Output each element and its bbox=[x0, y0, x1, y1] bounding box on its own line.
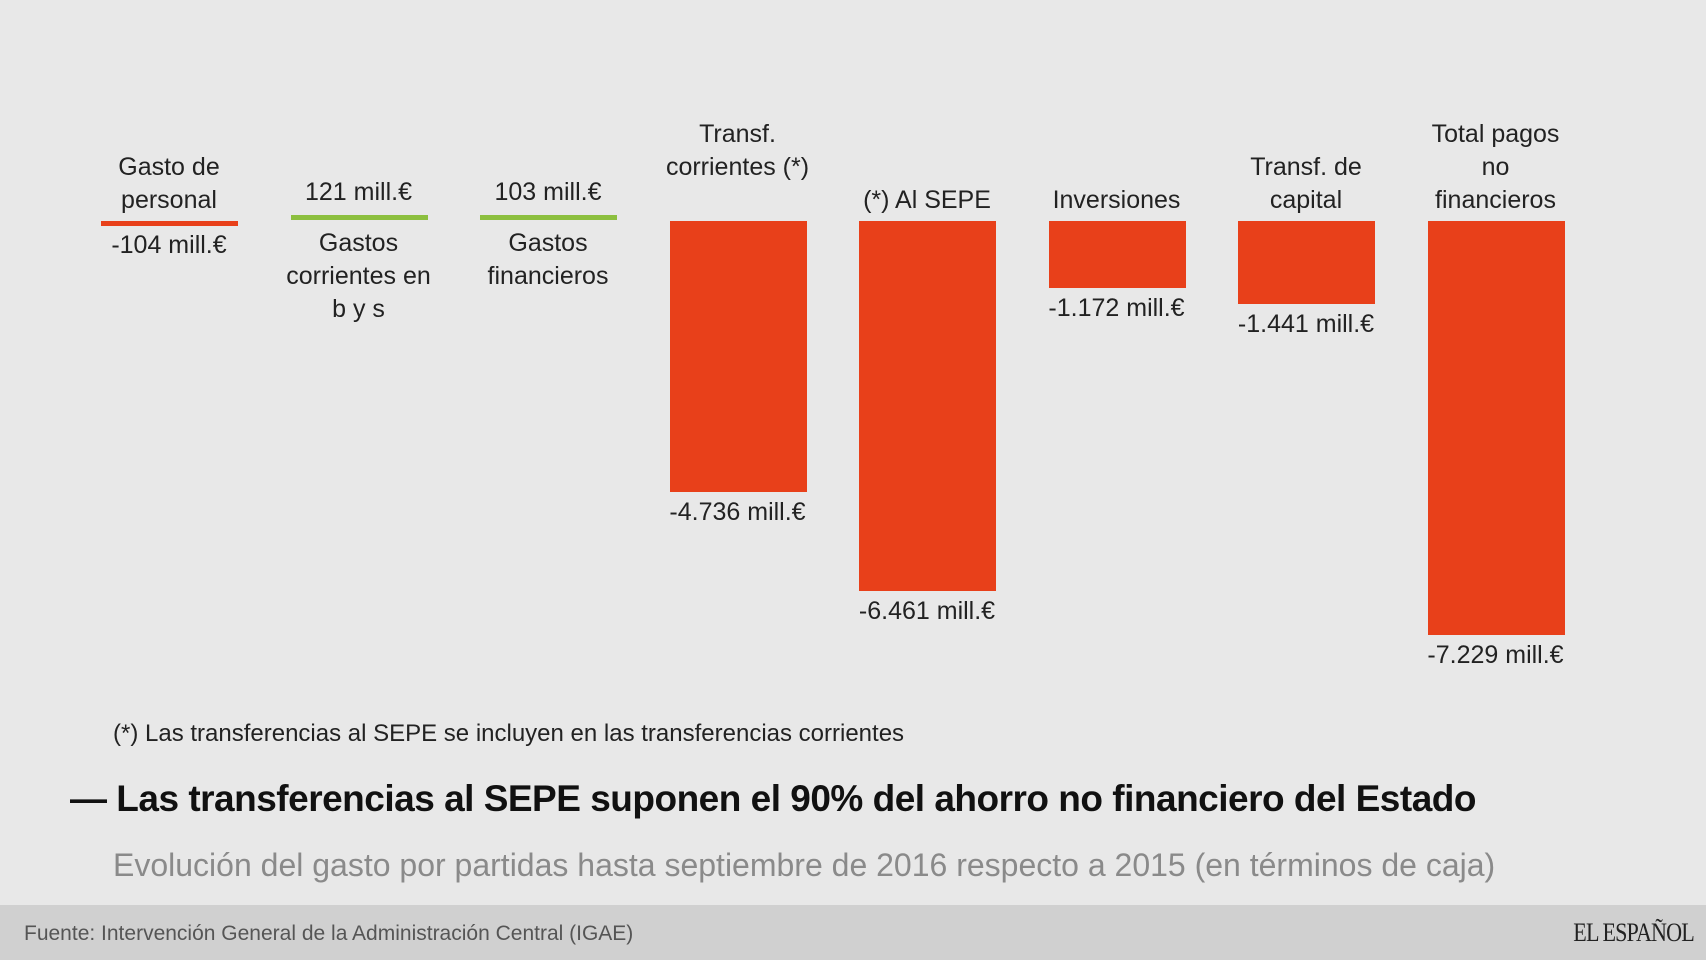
value-label: 121 mill.€ bbox=[305, 178, 412, 206]
value-label: -1.441 mill.€ bbox=[1237, 309, 1375, 338]
negative-bar bbox=[1427, 221, 1565, 635]
source-text: Fuente: Intervención General de la Admin… bbox=[24, 922, 634, 945]
category-label: Transf. de capital bbox=[1250, 153, 1362, 214]
category-label: Transf. corrientes (*) bbox=[665, 120, 810, 181]
chart-title-text: Las transferencias al SEPE suponen el 90… bbox=[116, 778, 1476, 819]
value-label: -1.172 mill.€ bbox=[1048, 294, 1185, 323]
footer: Fuente: Intervención General de la Admin… bbox=[0, 905, 1706, 960]
footnote: (*) Las transferencias al SEPE se incluy… bbox=[113, 720, 905, 747]
negative-bar bbox=[1048, 221, 1186, 289]
value-label: -4.736 mill.€ bbox=[669, 498, 806, 527]
value-label: -6.461 mill.€ bbox=[858, 597, 996, 626]
value-label: -7.229 mill.€ bbox=[1427, 641, 1564, 669]
negative-bar bbox=[1238, 221, 1375, 304]
negative-bar bbox=[859, 221, 996, 592]
el-espanol-logo: EL ESPAÑOL bbox=[1573, 918, 1694, 947]
waterfall-chart: Gasto de personal -104 mill.€ Gastos corri… bbox=[101, 120, 1565, 669]
category-label: (*) Al SEPE bbox=[863, 186, 991, 214]
negative-bar bbox=[669, 221, 807, 493]
category-label: Total pagos no financieros bbox=[1431, 120, 1560, 214]
positive-line-mark bbox=[290, 215, 428, 220]
value-label: -104 mill.€ bbox=[111, 231, 227, 259]
chart-title: — Las transferencias al SEPE suponen el … bbox=[70, 778, 1476, 819]
positive-line-mark bbox=[480, 215, 617, 220]
category-label: Gasto de personal bbox=[118, 153, 220, 214]
chart-subtitle: Evolución del gasto por partidas hasta s… bbox=[113, 847, 1496, 883]
category-label: Gastos corrientes en b y s bbox=[286, 229, 431, 323]
negative-line-mark bbox=[101, 221, 238, 226]
category-label: Gastos financieros bbox=[487, 229, 609, 290]
value-label: 103 mill.€ bbox=[494, 178, 602, 206]
category-label: Inversiones bbox=[1052, 186, 1181, 214]
